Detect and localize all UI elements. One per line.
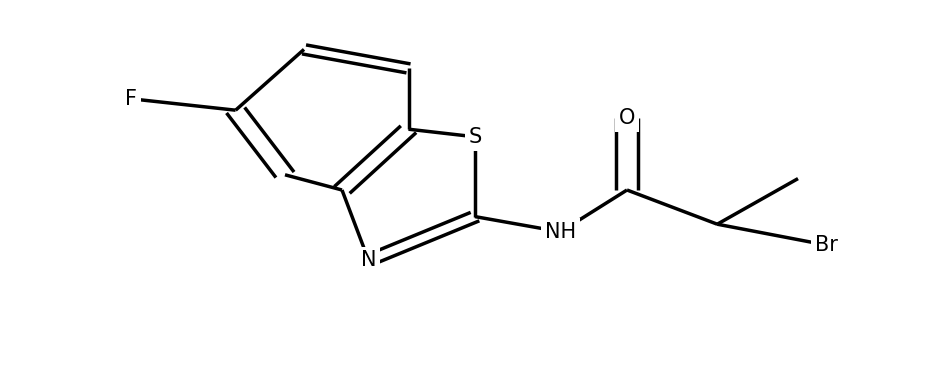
Text: S: S [468, 127, 482, 147]
Text: F: F [125, 89, 137, 109]
Text: N: N [361, 250, 376, 270]
Text: O: O [618, 108, 636, 128]
Text: Br: Br [815, 235, 838, 255]
Text: NH: NH [545, 222, 576, 242]
